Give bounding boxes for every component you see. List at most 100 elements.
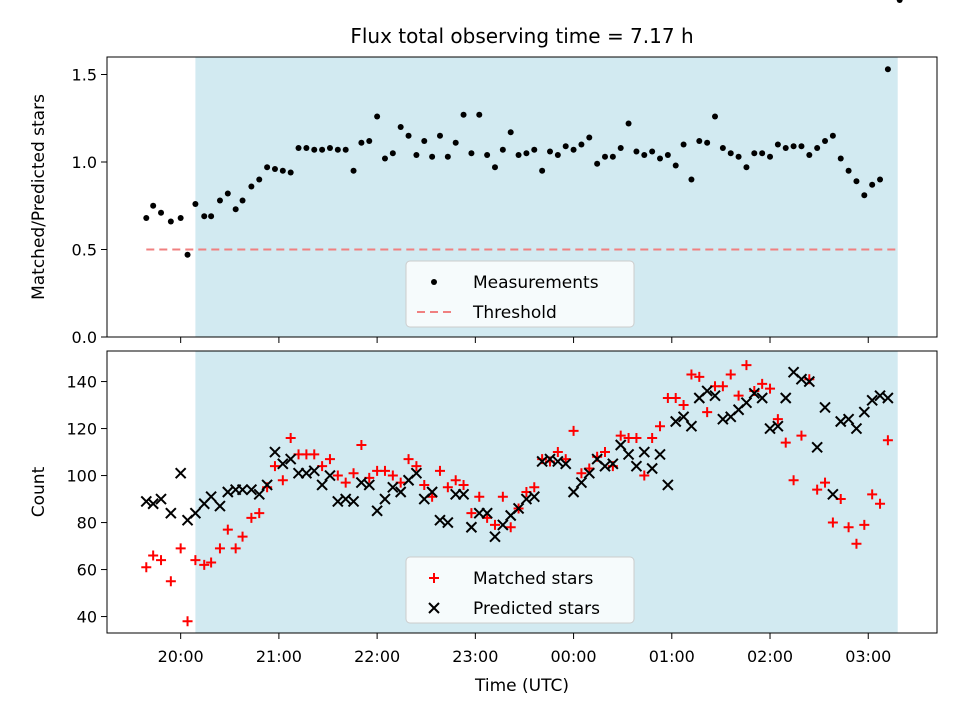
y-tick-label: 1.0: [72, 153, 97, 172]
x-tick-label: 21:00: [256, 647, 302, 666]
measurement-point: [271, 166, 278, 172]
matched-star-marker: [600, 447, 610, 458]
legend-label: Predicted stars: [473, 599, 600, 619]
matched-star-marker: [686, 369, 697, 380]
x-tick-label: 23:00: [452, 647, 498, 666]
measurement-point: [460, 111, 467, 118]
matched-star-marker: [639, 470, 650, 481]
x-tick-label: 20:00: [158, 647, 204, 666]
matched-star-marker: [529, 482, 540, 493]
matched-star-marker: [552, 447, 563, 458]
measurement-point: [405, 132, 412, 139]
matched-star-marker: [182, 616, 193, 627]
measurement-point: [264, 164, 271, 171]
predicted-star-marker: [670, 415, 682, 428]
measurement-point: [224, 190, 231, 197]
matched-star-marker: [277, 475, 288, 486]
measurement-point: [499, 146, 506, 153]
y-axis-label: Count: [29, 466, 49, 517]
measurement-point: [696, 138, 703, 144]
measurement-point: [523, 150, 530, 157]
y-tick-label: 120: [66, 420, 97, 439]
matched-star-marker: [332, 470, 343, 481]
measurement-point: [633, 148, 640, 155]
matched-star-marker: [780, 437, 791, 448]
measurement-point: [774, 141, 781, 148]
matched-star-marker: [190, 555, 201, 566]
measurement-point: [143, 215, 150, 221]
predicted-star-marker: [410, 467, 423, 479]
measurement-point: [158, 209, 165, 216]
predicted-star-marker: [147, 498, 159, 510]
matched-star-marker: [576, 468, 587, 479]
matched-star-marker: [489, 519, 500, 530]
measurement-point: [688, 176, 695, 183]
matched-star-marker: [497, 491, 508, 502]
legend-label: Threshold: [472, 303, 557, 323]
matched-star-marker: [450, 475, 461, 486]
predicted-star-marker: [253, 488, 265, 501]
measurement-point: [413, 152, 420, 158]
matched-star-marker: [694, 371, 705, 382]
matched-star-marker: [442, 482, 453, 493]
matched-star-marker: [631, 432, 642, 443]
measurement-point: [822, 138, 829, 144]
measurement-point: [436, 132, 443, 139]
measurement-point: [759, 150, 766, 157]
measurement-point: [586, 134, 593, 141]
matched-star-marker: [812, 484, 823, 495]
y-tick-label: 140: [66, 373, 97, 392]
matched-star-marker: [882, 435, 893, 446]
count-panel: 40 60 80 100 120 140 Count 20:00 21:00 22:00 23:00…: [29, 350, 938, 666]
measurement-point: [806, 152, 813, 158]
measurement-point: [861, 192, 868, 199]
predicted-star-marker: [748, 387, 761, 400]
predicted-star-marker: [205, 490, 217, 503]
measurement-point: [381, 155, 388, 162]
measurement-point: [295, 145, 302, 151]
predicted-star-marker: [630, 460, 643, 472]
predicted-star-marker: [284, 453, 297, 465]
measurement-point: [279, 167, 286, 174]
matched-star-marker: [175, 543, 186, 554]
measurement-point: [562, 143, 569, 150]
predicted-star-marker: [520, 493, 533, 505]
measurement-point: [256, 176, 263, 183]
measurement-point: [896, 0, 903, 3]
measurement-point: [594, 160, 601, 167]
predicted-star-marker: [379, 493, 391, 505]
measurement-point: [554, 152, 561, 158]
measurement-point: [617, 145, 624, 151]
measurement-point: [389, 150, 396, 157]
predicted-star-marker: [465, 521, 478, 533]
measurement-point: [602, 153, 608, 160]
predicted-star-marker: [261, 479, 273, 491]
matched-star-marker: [254, 508, 265, 519]
measurement-point: [853, 178, 860, 185]
predicted-star-marker: [709, 389, 721, 402]
matched-star-marker: [678, 400, 689, 411]
x-tick-label: 03:00: [845, 647, 891, 666]
predicted-star-marker: [858, 406, 871, 418]
predicted-star-marker: [355, 476, 368, 489]
matched-star-marker: [670, 393, 681, 403]
measurement-point: [326, 145, 333, 151]
legend: Matched stars Predicted stars: [405, 556, 635, 624]
x-axis-label: Time (UTC): [474, 676, 569, 696]
measurement-point: [208, 213, 215, 220]
measurement-point: [397, 124, 404, 130]
predicted-star-marker: [512, 502, 525, 515]
measurement-point: [641, 152, 648, 158]
matched-star-marker: [757, 378, 768, 389]
matched-star-marker: [772, 414, 783, 425]
predicted-star-marker: [316, 479, 328, 491]
measurement-point: [680, 141, 687, 148]
matched-star-marker: [796, 430, 807, 441]
matched-star-marker: [466, 508, 477, 519]
predicted-star-marker: [583, 467, 595, 479]
measurement-point: [421, 138, 428, 144]
y-tick-label: 40: [77, 608, 97, 627]
measurement-point: [845, 167, 852, 174]
measurement-point: [790, 143, 797, 150]
predicted-star-marker: [544, 453, 556, 465]
